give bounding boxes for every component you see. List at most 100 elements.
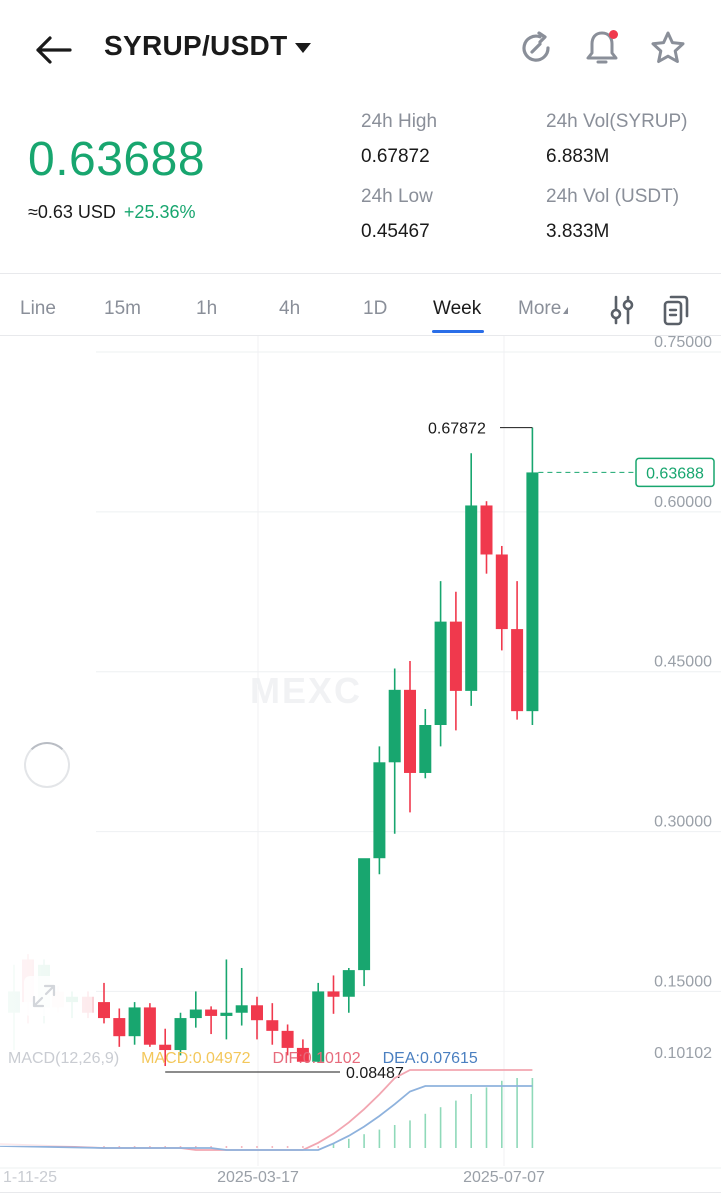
candle-body [113, 1018, 126, 1037]
pair-selector[interactable]: SYRUP/USDT [104, 30, 312, 62]
y-tick-label: 0.15000 [654, 973, 712, 990]
candlestick-chart: 0.75000 0.60000 0.45000 0.30000 0.15000 0.678… [0, 336, 721, 1186]
current-price-tag-label: 0.63688 [646, 465, 704, 482]
x-tick-label: 2025-07-07 [463, 1169, 545, 1186]
dif-value: DIF:0.10102 [272, 1050, 361, 1067]
dea-line [0, 1085, 533, 1151]
bell-icon [586, 31, 618, 64]
candle-body [511, 629, 524, 712]
x-tick-label: 2025-03-17 [217, 1169, 299, 1186]
arrow-left-icon [36, 36, 72, 64]
change-percent: +25.36% [123, 202, 196, 222]
y-tick-label: 0.45000 [654, 654, 712, 671]
fiat-approx: ≈0.63 USD [28, 202, 116, 222]
candle-body [189, 1009, 202, 1019]
candle-body [251, 1005, 263, 1021]
low-value: 0.45467 [361, 221, 430, 242]
candle-body [220, 1012, 233, 1016]
top-bar: SYRUP/USDT [0, 0, 721, 96]
macd-legend: MACD(12,26,9) MACD:0.04972 DIF:0.10102 D… [8, 1050, 478, 1068]
low-label: 24h Low [361, 186, 433, 207]
loading-spinner-icon [24, 742, 70, 788]
candle-body [159, 1044, 172, 1051]
refresh-button[interactable] [516, 28, 556, 68]
dif-line [0, 1069, 533, 1151]
expand-arrows-icon [32, 984, 56, 1008]
indicator-sliders-icon [610, 295, 634, 325]
last-price: 0.63688 [28, 133, 206, 186]
macd-axis-label: 0.10102 [654, 1045, 712, 1062]
candle-body [205, 1009, 218, 1016]
candle-body [342, 970, 355, 997]
divider [0, 273, 721, 274]
vol-quote-label: 24h Vol (USDT) [546, 186, 680, 207]
candle-body [8, 991, 20, 1013]
tab-1h[interactable]: 1h [196, 298, 218, 319]
candle-body [434, 621, 447, 725]
pair-title: SYRUP/USDT [104, 30, 288, 61]
macd-params: MACD(12,26,9) [8, 1050, 120, 1067]
refresh-arrow-icon [522, 31, 550, 62]
vol-base-value: 6.883M [546, 146, 610, 167]
candle-body [82, 996, 94, 1013]
candle-body [66, 996, 78, 1003]
candle-body [312, 991, 325, 1062]
tab-1d[interactable]: 1D [363, 298, 388, 319]
bottom-divider [0, 1192, 721, 1193]
candle-body [404, 689, 416, 773]
copy-button[interactable] [658, 292, 694, 328]
high-label: 24h High [361, 111, 438, 132]
candle-body [495, 554, 508, 630]
favorite-button[interactable] [648, 28, 688, 68]
current-price-tag [635, 457, 715, 488]
high-value: 0.67872 [361, 146, 430, 167]
notification-dot [609, 30, 618, 39]
candle-body [358, 858, 371, 971]
candle-body [419, 725, 432, 773]
triangle-icon [563, 307, 569, 314]
star-icon [651, 31, 685, 63]
candle-body [266, 1020, 279, 1031]
candle-body [388, 689, 401, 763]
candle-body [281, 1030, 294, 1048]
candle-body [449, 621, 462, 691]
high-annotation-label: 0.67872 [428, 421, 486, 438]
candle-body [296, 1047, 309, 1062]
back-button[interactable] [28, 28, 76, 72]
vol-quote-value: 3.833M [546, 221, 610, 242]
tab-more-label: More [518, 298, 562, 319]
candle-body [174, 1018, 187, 1051]
expand-button[interactable] [24, 976, 64, 1016]
copy-document-icon [663, 295, 689, 326]
low-annotation-label: 0.08487 [346, 1065, 404, 1082]
candle-body [327, 991, 340, 997]
y-tick-label: 0.75000 [654, 336, 712, 351]
indicator-settings-button[interactable] [604, 292, 640, 328]
caret-down-icon [295, 43, 312, 53]
candle-body [143, 1007, 156, 1045]
candle-body [465, 505, 478, 691]
candle-body [480, 505, 493, 555]
candle-body [235, 1005, 248, 1013]
tab-week[interactable]: Week [433, 298, 482, 319]
y-tick-label: 0.60000 [654, 494, 712, 511]
active-tab-indicator [432, 330, 484, 333]
tab-line[interactable]: Line [20, 298, 56, 319]
candle-body [526, 472, 539, 712]
candle-body [373, 762, 386, 859]
chart-area[interactable]: MEXC 0.75000 0.60000 0.45000 0.30000 0.15000… [0, 336, 721, 1196]
dea-value: DEA:0.07615 [382, 1050, 478, 1067]
tab-more[interactable]: More [518, 298, 569, 320]
tabs-divider [0, 335, 721, 336]
macd-value: MACD:0.04972 [141, 1050, 251, 1067]
timeframe-tabs: Line 15m 1h 4h 1D Week More [0, 290, 721, 334]
price-alert-button[interactable] [582, 28, 622, 68]
vol-base-label: 24h Vol(SYRUP) [546, 111, 688, 132]
watermark-logo: MEXC [250, 670, 363, 711]
tab-15m[interactable]: 15m [104, 298, 141, 319]
tab-4h[interactable]: 4h [279, 298, 301, 319]
x-tick-label: 1-11-25 [3, 1169, 57, 1186]
candle-body [98, 1002, 110, 1019]
y-tick-label: 0.30000 [654, 814, 712, 831]
price-subline: ≈0.63 USD +25.36% [28, 202, 195, 223]
